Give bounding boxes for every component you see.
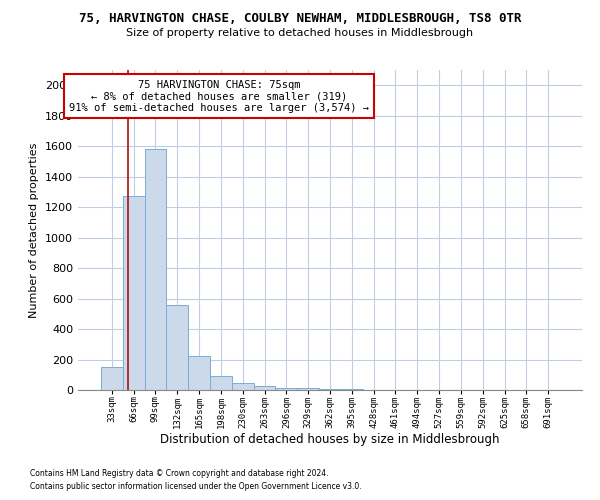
Bar — [210, 376, 232, 390]
Bar — [254, 386, 275, 390]
Y-axis label: Number of detached properties: Number of detached properties — [29, 142, 40, 318]
Bar — [297, 388, 319, 390]
Bar — [166, 304, 188, 390]
Text: Size of property relative to detached houses in Middlesbrough: Size of property relative to detached ho… — [127, 28, 473, 38]
Bar — [232, 383, 254, 390]
Text: 75 HARVINGTON CHASE: 75sqm
← 8% of detached houses are smaller (319)
91% of semi: 75 HARVINGTON CHASE: 75sqm ← 8% of detac… — [69, 80, 369, 113]
Bar — [123, 196, 145, 390]
Bar — [319, 389, 341, 390]
X-axis label: Distribution of detached houses by size in Middlesbrough: Distribution of detached houses by size … — [160, 434, 500, 446]
Text: Contains public sector information licensed under the Open Government Licence v3: Contains public sector information licen… — [30, 482, 362, 491]
Bar — [275, 388, 297, 390]
Bar — [101, 367, 123, 390]
Bar — [145, 149, 166, 390]
Bar — [188, 356, 210, 390]
Bar — [341, 389, 363, 390]
Text: Contains HM Land Registry data © Crown copyright and database right 2024.: Contains HM Land Registry data © Crown c… — [30, 468, 329, 477]
Text: 75, HARVINGTON CHASE, COULBY NEWHAM, MIDDLESBROUGH, TS8 0TR: 75, HARVINGTON CHASE, COULBY NEWHAM, MID… — [79, 12, 521, 26]
